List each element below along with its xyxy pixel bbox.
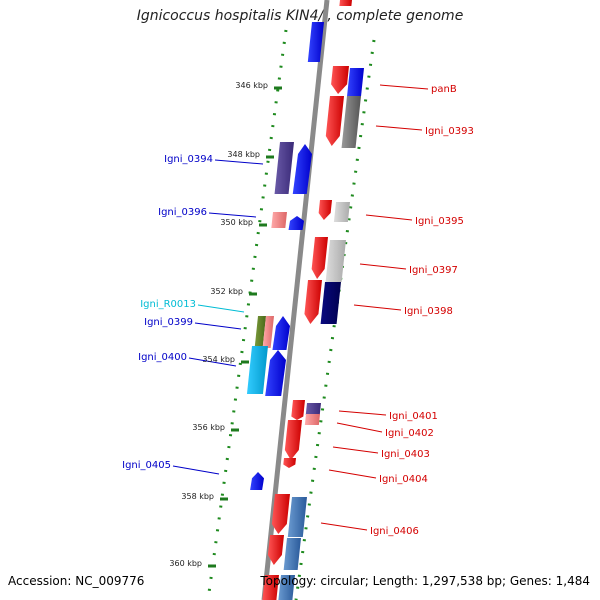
gene-block[interactable] (347, 68, 364, 96)
label-leader-line (375, 125, 423, 131)
label-leader-line (359, 263, 407, 270)
scale-label: 346 kbp (235, 81, 268, 90)
gene-Igni_0397[interactable] (311, 237, 328, 279)
label-leader-line (338, 410, 387, 416)
gene-Igni_0395[interactable] (318, 200, 332, 220)
label-leader-line (336, 422, 383, 433)
scale-label: 354 kbp (202, 355, 235, 364)
gene-label[interactable]: Igni_0400 (138, 352, 187, 363)
gene-panB[interactable] (331, 66, 349, 94)
gene-block[interactable] (305, 403, 321, 415)
gene-block[interactable] (262, 316, 274, 348)
gene-block[interactable] (304, 414, 320, 425)
gene-block[interactable] (320, 282, 341, 324)
gene-block[interactable] (333, 202, 350, 222)
gene-label[interactable]: Igni_0399 (144, 317, 193, 328)
scale-label: 350 kbp (220, 218, 253, 227)
gene-Igni_0402[interactable] (291, 410, 304, 420)
gene-block[interactable] (267, 535, 284, 565)
gene-Igni_0394[interactable] (274, 142, 294, 194)
label-leader-line (208, 212, 257, 218)
gene-label[interactable]: Igni_0397 (409, 265, 458, 276)
scale-label: 360 kbp (169, 559, 202, 568)
gene-label[interactable]: Igni_R0013 (140, 299, 196, 310)
gene-labels: panB Igni_0393 Igni_0395 Igni_0397 Igni_0398… (122, 84, 474, 537)
gene-Igni_0403[interactable] (284, 420, 302, 460)
gene-Igni_0393[interactable] (325, 96, 344, 146)
gene-label[interactable]: Igni_0406 (370, 526, 419, 537)
scale-label: 352 kbp (210, 287, 243, 296)
gene-label[interactable]: Igni_0404 (379, 474, 428, 485)
gene-label[interactable]: Igni_0394 (164, 154, 213, 165)
gene-block[interactable] (265, 350, 286, 396)
gene-label[interactable]: panB (431, 84, 457, 95)
gene-label[interactable]: Igni_0405 (122, 460, 171, 471)
map-title: Ignicoccus hospitalis KIN4/I, complete g… (136, 8, 464, 24)
gene-Igni_0406[interactable] (271, 494, 290, 534)
scale-label: 356 kbp (192, 423, 225, 432)
label-leader-line (172, 465, 220, 475)
gene-label[interactable]: Igni_0398 (404, 306, 453, 317)
gene-Igni_0396[interactable] (271, 212, 287, 228)
gene-Igni_0399[interactable] (272, 316, 290, 350)
gene-label[interactable]: Igni_0401 (389, 411, 438, 422)
gene-Igni_0405[interactable] (250, 472, 264, 490)
label-leader-line (379, 84, 429, 90)
gene-block[interactable] (292, 144, 312, 194)
label-leader-line (214, 159, 264, 165)
gene-features (246, 0, 364, 600)
label-leader-line (328, 469, 377, 479)
accession-text: Accession: NC_009776 (8, 574, 145, 588)
gene-Igni_0401[interactable] (291, 400, 305, 410)
gene-label[interactable]: Igni_0396 (158, 207, 207, 218)
genome-summary-text: Topology: circular; Length: 1,297,538 bp… (260, 574, 590, 588)
label-leader-line (194, 322, 242, 330)
scale-labels: 346 kbp 348 kbp 350 kbp 352 kbp 354 kbp 356 k… (169, 81, 282, 568)
gene-block[interactable] (287, 497, 307, 537)
gene-block[interactable] (283, 538, 301, 570)
label-leader-line (188, 357, 237, 367)
gene-block[interactable] (325, 240, 346, 282)
label-leader-line (332, 446, 379, 454)
gene-block[interactable] (278, 575, 295, 600)
gene-block[interactable] (307, 22, 324, 62)
label-leader-line (353, 304, 402, 311)
label-leader-line (365, 214, 413, 221)
gene-Igni_0404[interactable] (283, 458, 296, 468)
gene-block[interactable] (341, 96, 361, 148)
gene-label[interactable]: Igni_0402 (385, 428, 434, 439)
gene-label[interactable]: Igni_0393 (425, 126, 474, 137)
gene-label[interactable]: Igni_0403 (381, 449, 430, 460)
label-leader-line (320, 522, 368, 531)
gene-block[interactable] (262, 575, 279, 600)
scale-label: 358 kbp (181, 492, 214, 501)
gene-block[interactable] (288, 216, 304, 230)
scale-label: 348 kbp (227, 150, 260, 159)
gene-Igni_R0013[interactable] (254, 316, 266, 348)
gene-block[interactable] (339, 0, 352, 6)
gene-label[interactable]: Igni_0395 (415, 216, 464, 227)
gene-Igni_0400[interactable] (246, 346, 268, 394)
gene-Igni_0398[interactable] (304, 280, 322, 324)
label-leader-line (197, 304, 245, 313)
